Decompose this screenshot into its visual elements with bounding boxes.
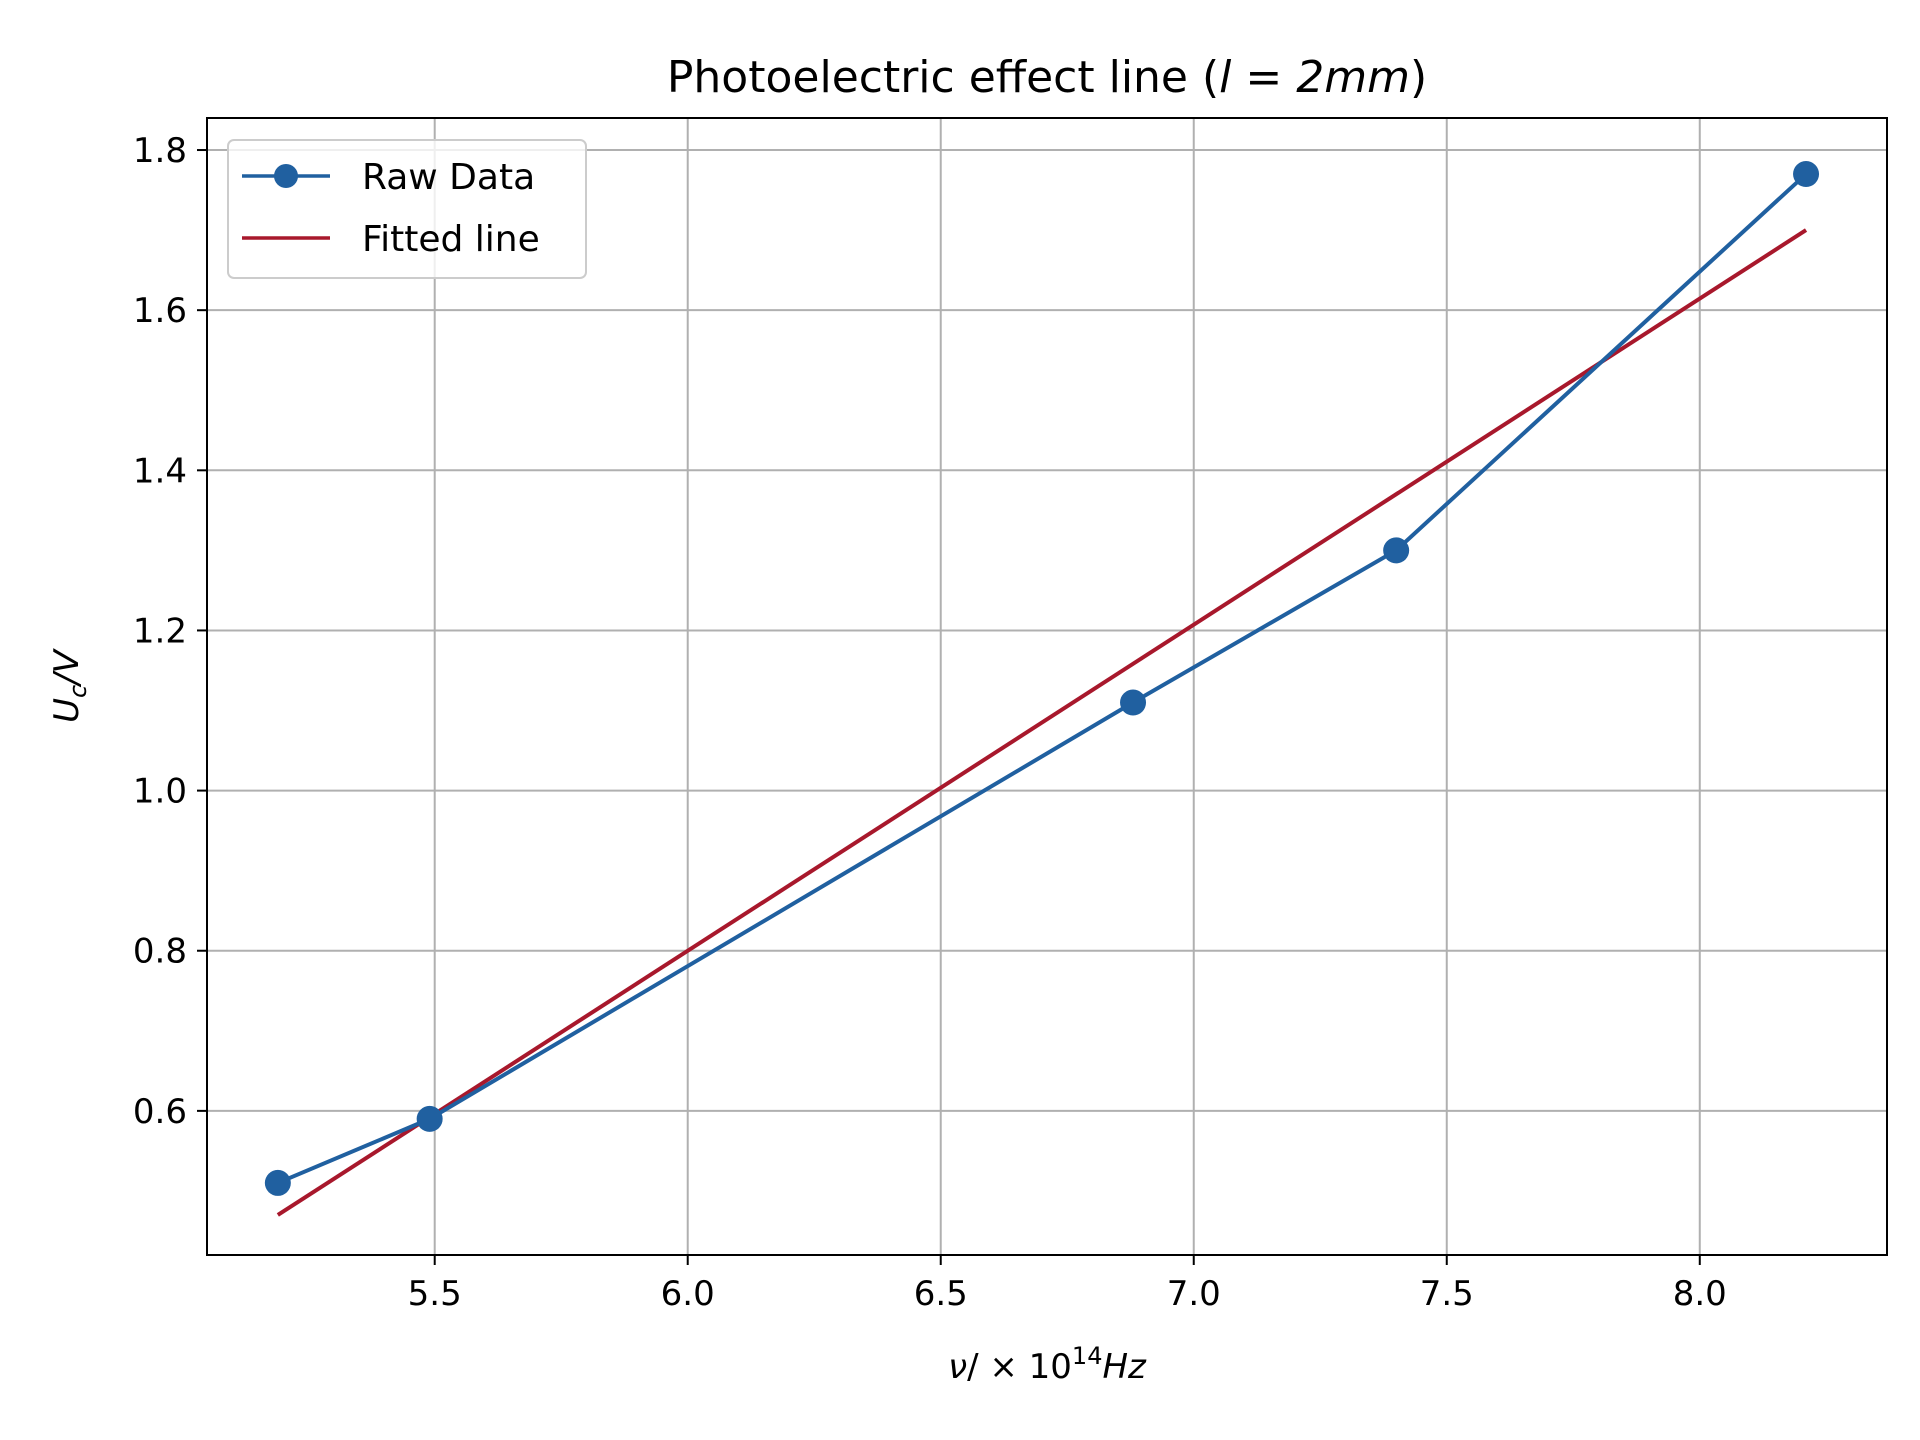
x-tick-label: 6.0 [661,1274,715,1314]
xlabel-mid: / × 10 [967,1347,1072,1387]
x-tick-label: 7.0 [1167,1274,1221,1314]
legend-fitted-line-label: Fitted line [362,219,540,260]
title-suffix: ) [1410,52,1427,103]
series-line-raw-data [277,172,1808,1185]
axis-ticks: 5.5 6.0 6.5 7.0 7.5 8.0 0.6 0.8 1.0 1.2 1.4 1.6 1.8 [133,131,1727,1314]
y-axis-label: Uc/V [47,647,92,723]
series-line-fitted-line [276,228,1808,1217]
title-prefix: Photoelectric effect line ( [667,52,1219,103]
x-tick-label: 8.0 [1673,1274,1727,1314]
y-tick-label: 1.4 [133,451,187,491]
legend-raw-data-marker [274,164,298,188]
ylabel-unit: /V [47,647,87,687]
y-tick-label: 1.8 [133,131,187,171]
y-tick-label: 1.6 [133,291,187,331]
xlabel-nu: ν [948,1347,967,1387]
xlabel-sup: 14 [1072,1342,1103,1370]
data-point [1793,161,1820,188]
grid [207,118,1887,1255]
y-tick-label: 0.8 [133,932,187,972]
title-math: l = 2mm [1219,52,1410,103]
data-point [1120,689,1147,716]
x-axis-label: ν/ × 1014Hz [948,1342,1147,1387]
x-tick-label: 7.5 [1420,1274,1474,1314]
ylabel-sub: c [64,685,92,698]
legend: Raw Data Fitted line [227,139,587,279]
data-point [416,1105,443,1132]
y-tick-label: 1.0 [133,772,187,812]
plot-series [264,161,1820,1217]
y-tick-label: 0.6 [133,1092,187,1132]
legend-raw-data-label: Raw Data [362,157,535,198]
plot-area-frame [206,117,1888,1256]
data-point [264,1169,291,1196]
x-tick-label: 6.5 [914,1274,968,1314]
ylabel-U: U [47,698,87,723]
data-point [1383,537,1410,564]
y-tick-label: 1.2 [133,611,187,651]
chart-title: Photoelectric effect line (l = 2mm) [667,52,1427,103]
x-tick-label: 5.5 [408,1274,462,1314]
xlabel-unit: Hz [1102,1347,1147,1387]
